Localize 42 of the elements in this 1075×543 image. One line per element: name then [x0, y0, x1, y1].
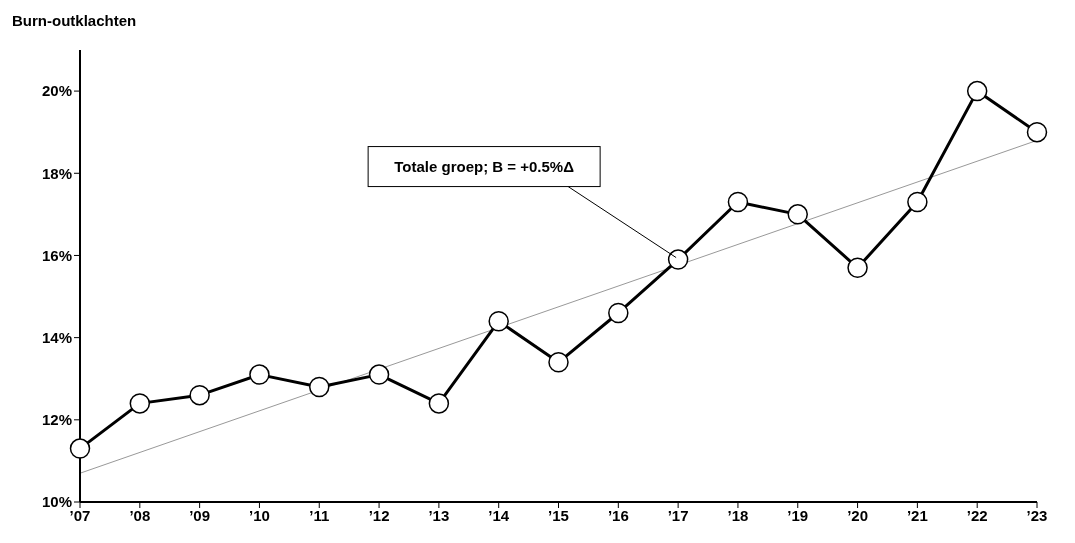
x-tick-label: ’20	[847, 506, 868, 524]
x-tick-label: ’15	[548, 506, 569, 524]
point	[966, 80, 988, 102]
x-tick-label: ’16	[607, 506, 629, 524]
point	[488, 310, 509, 332]
x-tick-label: ’18	[727, 506, 749, 524]
x-tick-label: ’07	[69, 506, 91, 524]
x-tick-label: ’22	[966, 506, 988, 524]
x-tick-label: ’14	[488, 506, 510, 524]
x-tick-label: ’13	[428, 506, 450, 524]
x-tick-label: ’12	[368, 506, 390, 524]
x-tick-label: ’21	[906, 506, 928, 524]
x-tick-label: ’08	[129, 506, 151, 524]
y-tick-label: 14%	[41, 328, 72, 346]
y-tick-label: 12%	[41, 411, 72, 429]
x-tick-label: ’10	[249, 506, 270, 524]
x-tick-label: ’17	[667, 506, 689, 524]
y-tick-label: 18%	[41, 164, 72, 182]
x-tick-label: ’19	[787, 506, 809, 524]
point	[787, 204, 808, 225]
point	[189, 384, 210, 406]
point	[548, 352, 569, 373]
annotation: Totale groep; B = +0.5%Δ	[394, 157, 575, 175]
point	[129, 393, 151, 414]
point	[368, 364, 390, 385]
x-tick-label: ’23	[1026, 506, 1048, 524]
point	[847, 257, 868, 279]
point	[667, 249, 689, 270]
point	[608, 302, 629, 324]
x-tick-label: ’09	[189, 506, 211, 524]
point	[727, 191, 749, 213]
y-tick-label: 16%	[41, 246, 72, 264]
y-axis-title: Burn-outklachten	[11, 11, 138, 31]
x-tick-label: ’11	[309, 506, 330, 524]
point	[428, 393, 450, 414]
y-tick-label: 10%	[41, 493, 72, 511]
point	[249, 364, 270, 385]
point	[907, 191, 928, 213]
point	[1026, 121, 1048, 143]
point	[69, 438, 91, 459]
y-tick-label: 20%	[41, 82, 72, 100]
point	[309, 376, 330, 398]
